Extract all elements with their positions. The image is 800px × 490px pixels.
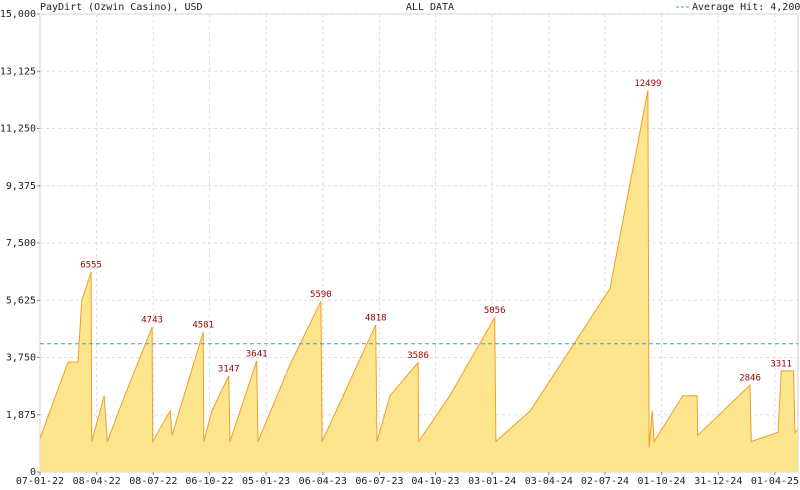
peak-label: 5056 <box>484 306 506 316</box>
peak-label: 3586 <box>407 351 429 361</box>
x-tick-label: 02-07-24 <box>581 476 629 487</box>
x-tick-label: 03-01-24 <box>468 476 516 487</box>
area <box>40 90 798 473</box>
peak-label: 3311 <box>770 359 792 369</box>
y-tick-label: 5,625 <box>6 295 36 306</box>
x-tick-label: 31-12-24 <box>694 476 742 487</box>
y-tick-label: 0 <box>30 467 36 478</box>
y-tick-label: 7,500 <box>6 238 36 249</box>
peak-label: 2846 <box>739 374 761 384</box>
chart-subtitle: ALL DATA <box>406 2 454 13</box>
y-tick-label: 15,000 <box>0 9 36 20</box>
peak-label: 3641 <box>246 349 268 359</box>
y-tick-label: 1,875 <box>6 410 36 421</box>
y-tick-label: 3,750 <box>6 353 36 364</box>
x-tick-label: 05-01-23 <box>242 476 290 487</box>
x-tick-label: 07-01-22 <box>16 476 64 487</box>
y-tick-label: 13,125 <box>0 66 36 77</box>
x-tick-label: 06-10-22 <box>185 476 233 487</box>
peak-label: 4743 <box>141 316 163 326</box>
peak-label: 6555 <box>80 260 102 270</box>
x-tick-label: 01-10-24 <box>638 476 686 487</box>
peak-label: 4818 <box>365 313 387 323</box>
x-tick-label: 06-07-23 <box>355 476 403 487</box>
peak-label: 3147 <box>218 364 240 374</box>
chart-title: PayDirt (Ozwin Casino), USD <box>40 2 203 13</box>
x-tick-label: 04-10-23 <box>411 476 459 487</box>
peak-label: 5590 <box>310 290 332 300</box>
x-tick-label: 08-07-22 <box>129 476 177 487</box>
x-tick-label: 03-04-24 <box>525 476 573 487</box>
y-tick-label: 11,250 <box>0 124 36 135</box>
x-tick-label: 06-04-23 <box>299 476 347 487</box>
x-tick-label: 08-04-22 <box>73 476 121 487</box>
peak-label: 12499 <box>634 79 661 89</box>
x-tick-label: 01-04-25 <box>751 476 799 487</box>
legend-label: Average Hit: 4,200 <box>692 2 800 13</box>
line <box>39 90 799 448</box>
y-tick-label: 9,375 <box>6 181 36 192</box>
peak-label: 4581 <box>192 321 214 331</box>
